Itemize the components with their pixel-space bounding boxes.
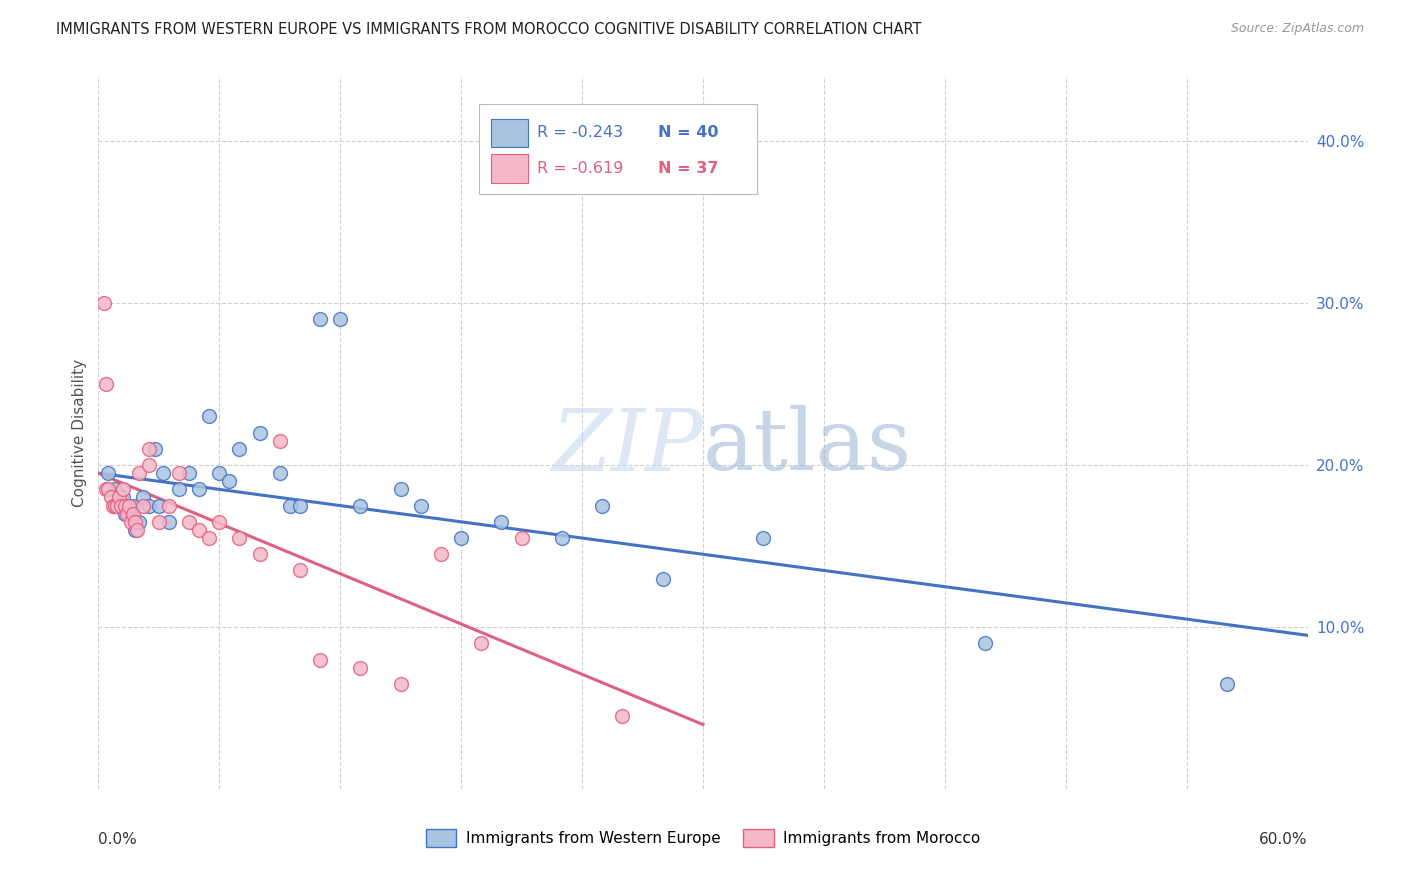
Point: [115, 507, 138, 521]
FancyBboxPatch shape: [492, 119, 527, 147]
Text: R = -0.619: R = -0.619: [537, 161, 624, 176]
FancyBboxPatch shape: [479, 104, 758, 194]
Point: [138, 442, 160, 456]
Point: [349, 499, 371, 513]
Text: R = -0.243: R = -0.243: [537, 126, 623, 140]
Point: [148, 499, 170, 513]
Y-axis label: Cognitive Disability: Cognitive Disability: [72, 359, 87, 507]
Point: [389, 677, 412, 691]
Point: [118, 499, 141, 513]
Point: [389, 483, 412, 497]
Point: [249, 547, 271, 561]
Point: [450, 531, 472, 545]
Point: [167, 483, 190, 497]
Point: [349, 661, 371, 675]
Point: [103, 483, 125, 497]
Point: [309, 653, 332, 667]
Point: [752, 531, 775, 545]
Point: [138, 499, 160, 513]
Point: [198, 531, 221, 545]
Point: [188, 523, 211, 537]
Point: [551, 531, 574, 545]
Point: [974, 636, 997, 650]
Point: [148, 515, 170, 529]
Point: [132, 499, 155, 513]
Text: atlas: atlas: [703, 405, 912, 489]
Point: [128, 466, 150, 480]
Point: [430, 547, 453, 561]
Text: 0.0%: 0.0%: [98, 832, 138, 847]
Point: [114, 507, 136, 521]
Point: [329, 312, 352, 326]
Point: [591, 499, 613, 513]
Point: [121, 507, 143, 521]
Point: [100, 491, 122, 505]
Point: [179, 466, 201, 480]
Point: [97, 483, 120, 497]
Point: [179, 515, 201, 529]
Point: [143, 442, 166, 456]
Point: [218, 475, 240, 489]
Point: [278, 499, 301, 513]
Text: N = 37: N = 37: [658, 161, 718, 176]
Point: [118, 499, 141, 513]
Point: [97, 466, 120, 480]
Text: N = 40: N = 40: [658, 126, 718, 140]
Point: [111, 491, 134, 505]
Point: [167, 466, 190, 480]
Point: [208, 515, 231, 529]
Point: [124, 515, 146, 529]
Point: [249, 425, 271, 440]
Point: [121, 499, 143, 513]
Point: [228, 442, 250, 456]
Point: [208, 466, 231, 480]
Text: ZIP: ZIP: [551, 406, 703, 488]
Point: [309, 312, 332, 326]
Point: [120, 507, 142, 521]
Point: [188, 483, 211, 497]
FancyBboxPatch shape: [492, 154, 527, 183]
Legend: Immigrants from Western Europe, Immigrants from Morocco: Immigrants from Western Europe, Immigran…: [420, 823, 986, 853]
Point: [288, 499, 311, 513]
Point: [157, 515, 180, 529]
Text: IMMIGRANTS FROM WESTERN EUROPE VS IMMIGRANTS FROM MOROCCO COGNITIVE DISABILITY C: IMMIGRANTS FROM WESTERN EUROPE VS IMMIGR…: [56, 22, 922, 37]
Point: [93, 296, 115, 310]
Point: [269, 434, 291, 448]
Point: [125, 523, 148, 537]
Point: [110, 499, 132, 513]
Point: [1216, 677, 1239, 691]
Point: [107, 491, 129, 505]
Point: [198, 409, 221, 424]
Point: [288, 564, 311, 578]
Point: [228, 531, 250, 545]
Point: [491, 515, 513, 529]
Point: [101, 499, 124, 513]
Point: [96, 376, 118, 391]
Point: [114, 499, 136, 513]
Point: [651, 572, 673, 586]
Text: Source: ZipAtlas.com: Source: ZipAtlas.com: [1230, 22, 1364, 36]
Point: [612, 709, 634, 723]
Point: [124, 523, 146, 537]
Point: [157, 499, 180, 513]
Point: [138, 458, 160, 472]
Point: [120, 515, 142, 529]
Point: [510, 531, 533, 545]
Point: [107, 499, 129, 513]
Point: [269, 466, 291, 480]
Point: [409, 499, 432, 513]
Point: [111, 483, 134, 497]
Point: [132, 491, 155, 505]
Point: [96, 483, 118, 497]
Text: 60.0%: 60.0%: [1260, 832, 1308, 847]
Point: [103, 499, 125, 513]
Point: [128, 515, 150, 529]
Point: [105, 499, 128, 513]
Point: [152, 466, 174, 480]
Point: [470, 636, 492, 650]
